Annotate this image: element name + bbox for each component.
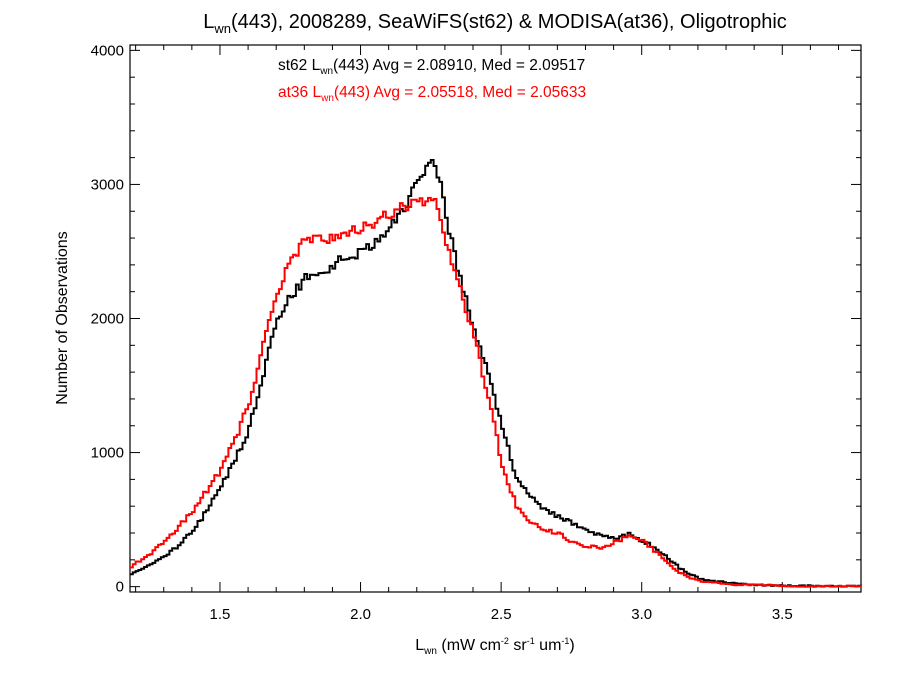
x-tick-label-4: 3.5 — [772, 606, 793, 623]
legend-st62-prefix: st62 L — [278, 57, 321, 74]
x-tick-label-0: 1.5 — [210, 606, 231, 623]
x-axis-label: Lwn (mW cm-2 sr-1 um-1) — [415, 636, 575, 657]
chart-title-main: L — [203, 11, 214, 33]
chart-title-rest: (443), 2008289, SeaWiFS(st62) & MODISA(a… — [231, 11, 787, 33]
legend-st62-sub: wn — [319, 66, 333, 77]
legend-at36-sub: wn — [320, 93, 334, 104]
chart-title-sub: wn — [213, 21, 231, 36]
axis-ticks: 1.5 2.0 2.5 3.0 3.5 0 1000 2000 3000 4000 — [91, 42, 861, 623]
series-at36-line — [130, 196, 862, 588]
plot-frame — [129, 44, 862, 593]
legend-st62-rest: (443) Avg = 2.08910, Med = 2.09517 — [333, 57, 585, 74]
series-layer — [130, 159, 862, 588]
legend-at36-prefix: at36 L — [278, 84, 321, 101]
x-tick-label-2: 2.5 — [491, 606, 512, 623]
x-tick-label-1: 2.0 — [350, 606, 371, 623]
y-tick-label-2: 2000 — [91, 311, 124, 328]
series-st62-line — [130, 159, 862, 588]
y-tick-label-3: 3000 — [91, 176, 124, 193]
legend-annotation-st62: st62 Lwn(443) Avg = 2.08910, Med = 2.095… — [278, 57, 585, 77]
legend-at36-rest: (443) Avg = 2.05518, Med = 2.05633 — [334, 84, 586, 101]
y-axis-label: Number of Observations — [54, 231, 71, 404]
x-tick-label-3: 3.0 — [631, 606, 652, 623]
legend-annotation-at36: at36 Lwn(443) Avg = 2.05518, Med = 2.056… — [278, 84, 586, 104]
y-tick-label-0: 0 — [116, 579, 124, 596]
y-tick-label-4: 4000 — [91, 42, 124, 59]
chart-title: Lwn(443), 2008289, SeaWiFS(st62) & MODIS… — [203, 11, 787, 36]
y-tick-label-1: 1000 — [91, 445, 124, 462]
